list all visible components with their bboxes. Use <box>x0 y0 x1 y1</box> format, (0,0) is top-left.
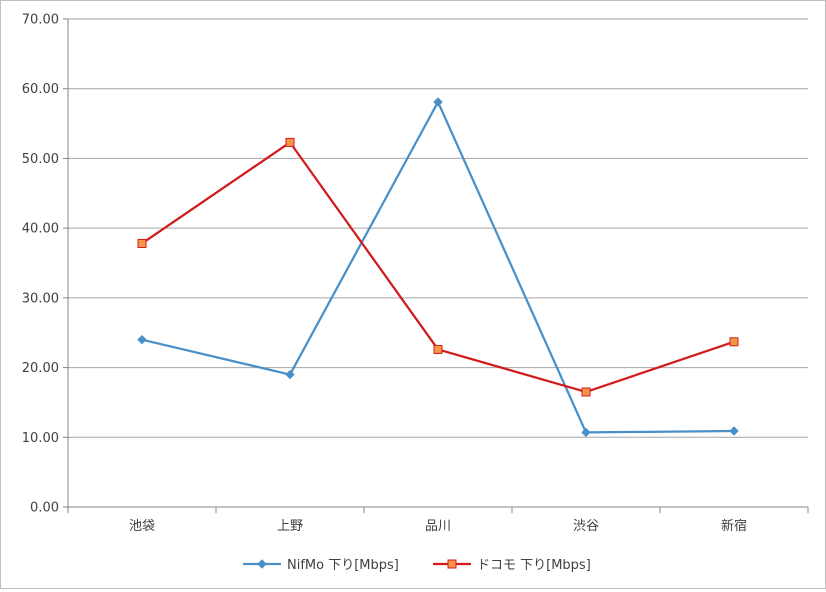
series-0 <box>137 97 739 438</box>
x-tick-label: 上野 <box>277 519 303 534</box>
gridlines <box>68 18 808 438</box>
y-tick-label: 0.00 <box>30 501 59 516</box>
data-point <box>581 387 591 397</box>
x-tick-label: 渋谷 <box>573 519 599 534</box>
series-1 <box>137 137 739 397</box>
series-line <box>141 100 735 434</box>
legend: NifMo 下り[Mbps] ドコモ 下り[Mbps] <box>243 558 591 573</box>
data-point <box>137 334 147 345</box>
data-point <box>581 427 591 438</box>
data-point <box>137 238 147 248</box>
x-tick-label: 新宿 <box>721 518 747 534</box>
data-point <box>285 369 295 380</box>
data-point <box>433 97 443 107</box>
x-axis: 池袋 上野 品川 渋谷 新宿 <box>67 506 809 534</box>
legend-marker <box>257 559 267 569</box>
y-tick-label: 70.00 <box>22 13 59 28</box>
y-tick-label: 60.00 <box>22 82 59 97</box>
x-tick-label: 品川 <box>425 519 451 534</box>
legend-label: NifMo 下り[Mbps] <box>287 558 399 573</box>
series-layer <box>137 97 739 438</box>
legend-marker <box>447 559 457 569</box>
data-point <box>729 426 739 436</box>
data-point <box>729 337 739 347</box>
series-line <box>141 141 735 394</box>
y-tick-label: 40.00 <box>22 222 59 237</box>
data-point <box>433 344 443 354</box>
y-tick-label: 30.00 <box>22 291 59 306</box>
y-tick-label: 20.00 <box>22 361 59 376</box>
legend-entry-1: ドコモ 下り[Mbps] <box>433 558 591 573</box>
y-tick-label: 10.00 <box>22 431 59 446</box>
data-point <box>285 137 295 147</box>
x-tick-label: 池袋 <box>129 519 155 534</box>
y-tick-label: 50.00 <box>22 152 59 167</box>
legend-entry-0: NifMo 下り[Mbps] <box>243 558 399 573</box>
y-axis: 0.00 10.00 20.00 30.00 40.00 50.00 60.00 70.00 <box>22 13 69 516</box>
legend-label: ドコモ 下り[Mbps] <box>477 558 591 573</box>
